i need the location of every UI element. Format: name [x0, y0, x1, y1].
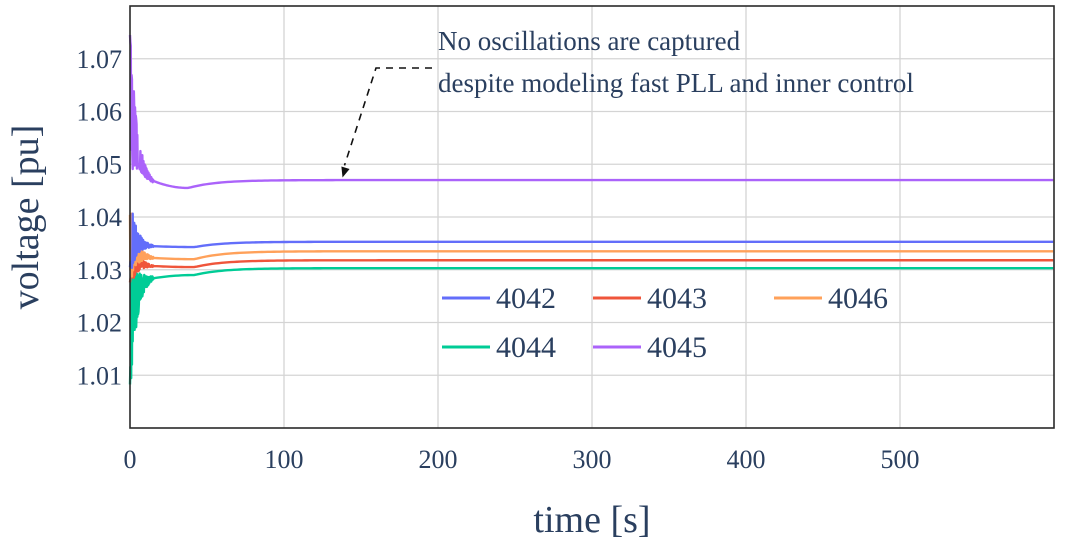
- y-tick-label: 1.07: [77, 45, 123, 74]
- legend-label-4042: 4042: [496, 282, 556, 315]
- series-line-4045: [128, 35, 1054, 190]
- legend-label-4044: 4044: [496, 331, 556, 364]
- x-axis-ticks: 0 100 200 300 400 500: [124, 445, 920, 474]
- legend: 4042 4043 4046 4044 4045: [442, 282, 888, 364]
- x-tick-label: 200: [419, 445, 458, 474]
- annotation-arrow: [343, 67, 432, 166]
- series-line-4046: [128, 212, 1054, 278]
- y-tick-label: 1.01: [77, 361, 123, 390]
- annotation-arrowhead: [341, 166, 350, 178]
- annotation-line-2: despite modeling fast PLL and inner cont…: [438, 68, 914, 98]
- x-axis-title: time [s]: [533, 499, 650, 540]
- x-tick-label: 100: [265, 445, 304, 474]
- series-line-4043: [128, 235, 1054, 283]
- grid: [130, 6, 1054, 428]
- x-tick-label: 400: [727, 445, 766, 474]
- y-tick-label: 1.02: [77, 309, 123, 338]
- x-tick-label: 500: [881, 445, 920, 474]
- y-axis-title: voltage [pu]: [5, 125, 47, 310]
- legend-label-4043: 4043: [647, 282, 707, 315]
- y-tick-label: 1.04: [77, 203, 123, 232]
- series-line-4042: [128, 212, 1054, 269]
- y-tick-label: 1.05: [77, 150, 123, 179]
- annotation: No oscillations are captured despite mod…: [341, 26, 914, 178]
- series-line-4044: [128, 255, 1054, 385]
- annotation-line-1: No oscillations are captured: [438, 26, 741, 56]
- legend-label-4046: 4046: [828, 282, 888, 315]
- plot-frame: [129, 5, 1055, 429]
- x-tick-label: 0: [124, 445, 137, 474]
- y-tick-label: 1.06: [77, 98, 123, 127]
- y-axis-ticks: 1.01 1.02 1.03 1.04 1.05 1.06 1.07: [77, 45, 123, 391]
- legend-label-4045: 4045: [647, 331, 707, 364]
- x-tick-label: 300: [573, 445, 612, 474]
- series-lines: [128, 35, 1054, 385]
- y-tick-label: 1.03: [77, 256, 123, 285]
